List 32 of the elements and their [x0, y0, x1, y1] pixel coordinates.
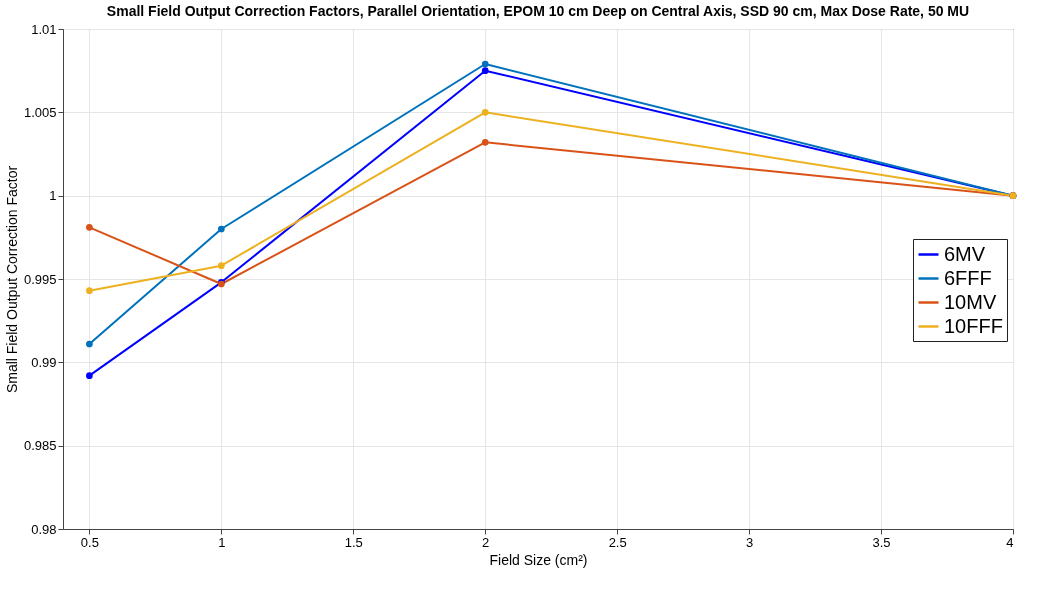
- chart-title: Small Field Output Correction Factors, Parallel Orientation, EPOM 10 cm Deep on Central Axis, SSD 90 cm, Max Dose Rate, 50 MU: [106, 3, 970, 19]
- x-tick-label: 1.5: [344, 534, 363, 550]
- point: [217, 262, 225, 270]
- y-tick-label: 0.995: [23, 271, 57, 287]
- x-axis-title: Field Size (cm²): [489, 551, 588, 568]
- legend-label: 10FFF: [944, 314, 1003, 337]
- x-tick-label: 3: [745, 534, 754, 550]
- y-tick-label: 0.985: [23, 438, 57, 454]
- point: [86, 223, 93, 231]
- point: [481, 60, 489, 68]
- x-tick-label: 2: [482, 534, 490, 550]
- x-tick-label: 3.5: [872, 534, 891, 550]
- point: [481, 108, 489, 116]
- point: [217, 225, 225, 233]
- point: [86, 340, 93, 348]
- x-tick-label: 2.5: [608, 534, 627, 550]
- x-tick-label: 0.5: [80, 534, 99, 550]
- legend-label: 10MV: [944, 290, 997, 313]
- point: [86, 372, 93, 380]
- legend-label: 6FFF: [944, 266, 992, 289]
- point: [481, 67, 489, 75]
- point: [86, 287, 93, 295]
- point: [481, 138, 489, 146]
- y-tick-label: 1: [49, 188, 57, 204]
- y-tick-label: 1.01: [31, 21, 57, 37]
- x-tick-label: 1: [218, 534, 226, 550]
- y-tick-label: 0.99: [31, 354, 57, 370]
- y-tick-label: 0.98: [31, 521, 57, 537]
- legend-label: 6MV: [944, 242, 986, 265]
- y-tick-label: 1.005: [23, 104, 57, 120]
- x-tick-label: 4: [1006, 534, 1014, 550]
- y-axis-title: Small Field Output Correction Factor: [3, 165, 20, 394]
